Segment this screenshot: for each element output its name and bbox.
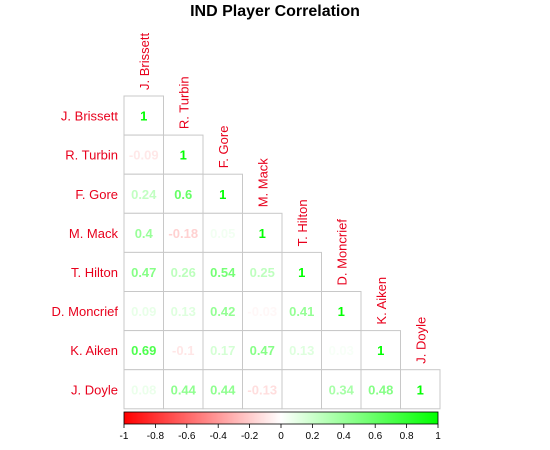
colorbar-tick-label: -1 xyxy=(120,431,129,442)
heatmap-cell xyxy=(202,291,243,332)
column-label: K. Aiken xyxy=(374,277,389,325)
heatmap-cell xyxy=(321,330,362,371)
row-labels: J. Brissett R. Turbin F. Gore M. Mack T. Hil… xyxy=(52,109,119,398)
heatmap-cell xyxy=(123,134,164,175)
cell-value-label: 0.05 xyxy=(210,226,235,241)
cell-value-label: -0.09 xyxy=(129,148,159,163)
colorbar-tick-label: 0 xyxy=(278,431,284,442)
colorbar-legend: -1 -0.8 -0.6 -0.4 -0.2 0 0.2 0.4 0.6 0.8 1 xyxy=(120,411,441,442)
cell-value-label: 1 xyxy=(377,343,384,358)
cell-value-label: 0.34 xyxy=(329,382,355,397)
heatmap-cells: 1 -0.09 1 0.24 0.6 1 0.4 -0.18 0.05 1 0.47 0.26 0.54… xyxy=(123,95,441,410)
cell-value-label: 0.17 xyxy=(210,343,235,358)
column-labels: J. Brissett R. Turbin F. Gore M. Mack T. Hil… xyxy=(137,33,429,364)
cell-value-label: 0.09 xyxy=(131,304,156,319)
column-label: F. Gore xyxy=(216,126,231,169)
cell-value-label: 0.48 xyxy=(368,382,393,397)
heatmap-cell xyxy=(321,369,362,410)
colorbar-tick-label: 0.4 xyxy=(337,431,351,442)
heatmap-cell xyxy=(202,369,243,410)
cell-value-label: 0.44 xyxy=(171,382,197,397)
cell-value-label: 0.6 xyxy=(174,187,192,202)
heatmap-cell xyxy=(123,291,164,332)
cell-value-label: 1 xyxy=(180,148,187,163)
cell-value-label: -0.13 xyxy=(247,382,277,397)
colorbar-gradient xyxy=(123,411,439,425)
heatmap-cell xyxy=(242,291,283,332)
cell-value-label: 1 xyxy=(259,226,266,241)
cell-value-label: 1 xyxy=(338,304,345,319)
cell-value-label: 0.4 xyxy=(135,226,154,241)
row-label: F. Gore xyxy=(75,187,118,202)
cell-value-label: 0 xyxy=(298,382,305,397)
cell-value-label: 0.08 xyxy=(131,382,156,397)
column-label: J. Doyle xyxy=(413,317,428,364)
colorbar-tick-label: 1 xyxy=(435,431,441,442)
cell-value-label: -0.1 xyxy=(172,343,194,358)
cell-value-label: 1 xyxy=(417,382,424,397)
cell-value-label: 0.26 xyxy=(171,265,196,280)
cell-value-label: 0.44 xyxy=(210,382,236,397)
row-label: K. Aiken xyxy=(70,343,118,358)
cell-value-label: 0.03 xyxy=(329,343,354,358)
colorbar-tick-label: 0.6 xyxy=(368,431,382,442)
cell-value-label: 0.47 xyxy=(250,343,275,358)
heatmap-cell xyxy=(123,330,164,371)
cell-value-label: 1 xyxy=(298,265,305,280)
chart-title: IND Player Correlation xyxy=(190,3,360,20)
heatmap-cell xyxy=(202,173,243,214)
heatmap-cell xyxy=(163,291,204,332)
cell-value-label: 1 xyxy=(219,187,226,202)
cell-value-label: 0.24 xyxy=(131,187,157,202)
cell-value-label: -0.03 xyxy=(247,304,277,319)
heatmap-cell xyxy=(321,291,362,332)
cell-value-label: 0.41 xyxy=(289,304,314,319)
heatmap-cell xyxy=(242,251,283,292)
cell-value-label: 0.25 xyxy=(250,265,275,280)
row-label: R. Turbin xyxy=(65,148,118,163)
cell-value-label: -0.18 xyxy=(168,226,198,241)
colorbar-tick-label: -0.2 xyxy=(241,431,259,442)
row-label: J. Doyle xyxy=(71,382,118,397)
column-label: M. Mack xyxy=(255,158,270,208)
cell-value-label: 0.54 xyxy=(210,265,236,280)
heatmap-cell xyxy=(400,369,441,410)
cell-value-label: 0.13 xyxy=(289,343,314,358)
cell-value-label: 0.42 xyxy=(210,304,235,319)
cell-value-label: 0.47 xyxy=(131,265,156,280)
cell-value-label: 0.69 xyxy=(131,343,156,358)
heatmap-cell xyxy=(123,95,164,136)
row-label: M. Mack xyxy=(69,226,119,241)
cell-value-label: 0.13 xyxy=(171,304,196,319)
heatmap-cell xyxy=(163,212,204,253)
heatmap-cell xyxy=(123,369,164,410)
heatmap-cell xyxy=(242,212,283,253)
heatmap-cell xyxy=(163,251,204,292)
heatmap-cell xyxy=(163,330,204,371)
row-label: T. Hilton xyxy=(71,265,118,280)
column-label: T. Hilton xyxy=(295,199,310,246)
column-label: J. Brissett xyxy=(137,33,152,90)
column-label: D. Moncrief xyxy=(334,219,349,286)
heatmap-cell xyxy=(360,330,401,371)
heatmap-cell xyxy=(360,369,401,410)
colorbar-tick-label: -0.8 xyxy=(147,431,165,442)
colorbar-tick-label: 0.8 xyxy=(400,431,414,442)
colorbar-tick-label: 0.2 xyxy=(305,431,319,442)
column-label: R. Turbin xyxy=(176,76,191,129)
colorbar-tick-label: -0.4 xyxy=(210,431,228,442)
cell-value-label: 1 xyxy=(140,109,147,124)
colorbar-tick-label: -0.6 xyxy=(178,431,196,442)
row-label: J. Brissett xyxy=(61,109,118,124)
heatmap-cell xyxy=(281,291,322,332)
row-label: D. Moncrief xyxy=(52,304,119,319)
